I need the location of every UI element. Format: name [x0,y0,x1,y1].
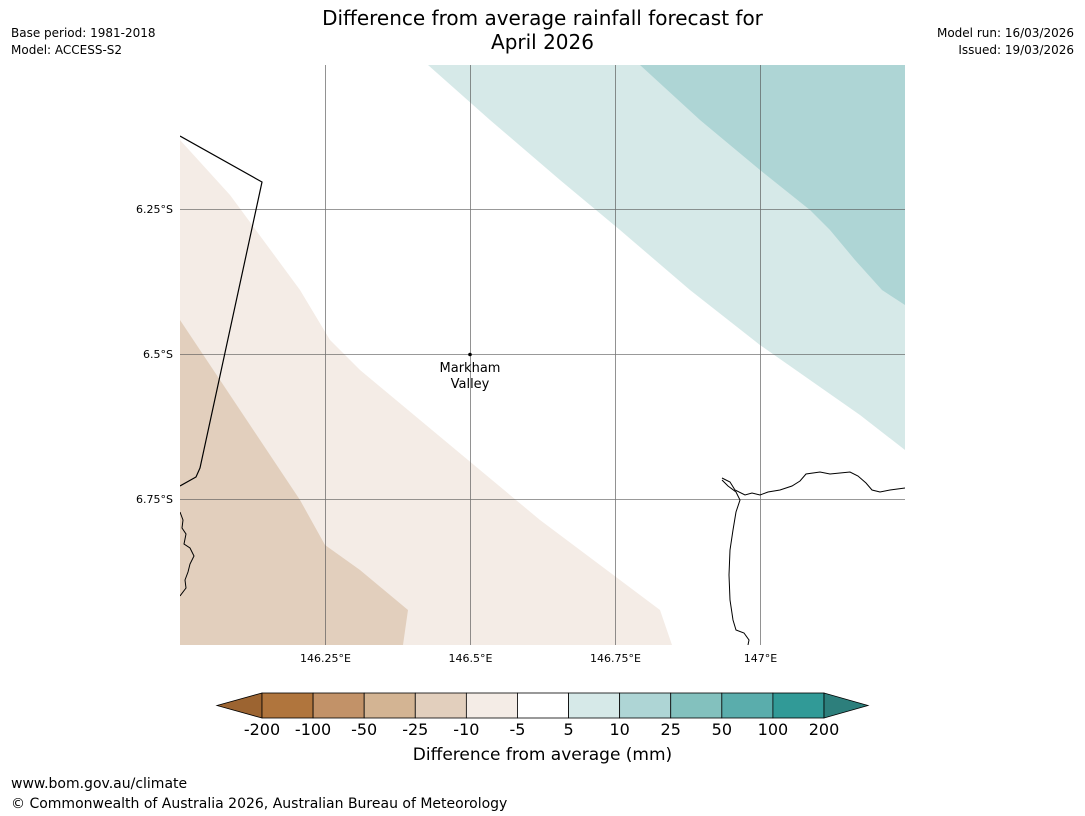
colorbar-tick-label: -10 [453,720,480,739]
lat-label: 6.75°S [136,493,173,506]
colorbar-swatch [414,692,467,719]
colorbar-tick-label: 50 [711,720,732,739]
meta-right: Model run: 16/03/2026 Issued: 19/03/2026 [937,25,1074,59]
colorbar-extension-low [215,692,263,719]
footer-url: www.bom.gov.au/climate [11,776,188,792]
lat-label: 6.25°S [136,203,173,216]
coastline-west [180,511,195,597]
colorbar-extension-high [823,692,870,719]
region-10-to-25 [640,65,905,305]
title-line-2: April 2026 [491,30,594,54]
model-run-text: Model run: 16/03/2026 [936,26,1074,40]
colorbar-tick-label: 25 [660,720,681,739]
colorbar [215,692,870,719]
colorbar-tick-label: 100 [757,720,789,739]
region-minus10-to-minus25 [180,320,408,645]
place-label-line1: Markham [440,361,501,376]
boundary-line [180,135,263,487]
colorbar-tick-label: -5 [509,720,526,739]
colorbar-swatch [261,692,314,719]
chart-title: Difference from average rainfall forecas… [0,6,1085,54]
base-period-text: Base period: 1981-2018 [11,26,156,40]
coastline-east [721,471,905,496]
colorbar-tick-label: -100 [294,720,332,739]
lon-label: 146.5°E [449,652,493,665]
colorbar-tick-label: 10 [609,720,630,739]
colorbar-tick-labels: -200 -100 -50 -25 -10 -5 5 10 25 50 100 200 [0,720,1085,740]
map-frame [180,65,905,645]
markham-valley-marker [468,352,472,357]
lon-label: 146.25°E [300,652,351,665]
colorbar-swatch [721,692,774,719]
model-text: Model: ACCESS-S2 [11,43,123,57]
lon-label: 146.75°E [590,652,641,665]
issued-text: Issued: 19/03/2026 [958,43,1074,57]
colorbar-swatch [517,692,569,719]
place-label-line2: Valley [451,377,490,392]
colorbar-swatch [619,692,672,719]
title-line-1: Difference from average rainfall forecas… [322,6,763,30]
colorbar-tick-label: -50 [351,720,378,739]
colorbar-swatch [772,692,825,719]
footer: www.bom.gov.au/climate © Commonwealth of… [11,774,507,814]
colorbar-swatch [363,692,416,719]
colorbar-tick-label: -25 [402,720,429,739]
colorbar-tick-label: -200 [243,720,281,739]
meta-left: Base period: 1981-2018 Model: ACCESS-S2 [11,25,156,59]
colorbar-tick-label: 5 [563,720,574,739]
colorbar-swatch [312,692,365,719]
colorbar-swatch [465,692,518,719]
lat-label: 6.5°S [143,348,173,361]
lon-label: 147°E [744,652,777,665]
footer-copyright: © Commonwealth of Australia 2026, Austra… [11,796,508,812]
colorbar-title: Difference from average (mm) [412,745,673,765]
colorbar-swatch [568,692,621,719]
colorbar-tick-label: 200 [808,720,840,739]
colorbar-swatch [670,692,723,719]
coastline-east-south [721,479,750,645]
